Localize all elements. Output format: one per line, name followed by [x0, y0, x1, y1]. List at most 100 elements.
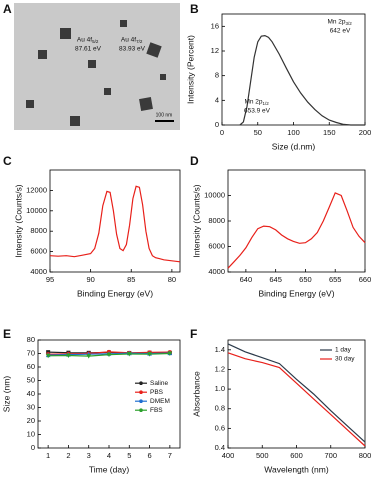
x-tick-label: 1 [46, 451, 50, 460]
series-line [227, 192, 366, 269]
y-tick-label: 6000 [30, 247, 47, 256]
y-tick-label: 20 [27, 416, 35, 425]
x-tick-label: 655 [329, 275, 342, 284]
x-tick-label: 0 [220, 128, 224, 137]
y-tick-label: 8000 [30, 226, 47, 235]
marker [46, 350, 51, 355]
y-tick-label: 10 [27, 429, 35, 438]
y-tick-label: 30 [27, 402, 35, 411]
x-tick-label: 600 [290, 451, 303, 460]
x-tick-label: 660 [359, 275, 372, 284]
y-axis-label: Absorbance [191, 371, 201, 417]
annotation: Mn 2p [327, 19, 345, 26]
x-tick-label: 4 [107, 451, 111, 460]
y-tick-label: 1.4 [215, 345, 225, 354]
y-tick-label: 50 [27, 375, 35, 384]
y-tick-label: 16 [211, 21, 219, 30]
x-tick-label: 640 [240, 275, 253, 284]
y-tick-label: 0 [31, 443, 35, 452]
x-tick-label: 3 [87, 451, 91, 460]
y-tick-label: 12000 [26, 185, 47, 194]
scale-label: 100 nm [156, 112, 173, 118]
x-tick-label: 7 [168, 451, 172, 460]
panel-label: F [190, 327, 197, 341]
x-axis-label: Size (d.nm) [272, 141, 316, 151]
plot-frame [49, 169, 181, 273]
legend-label: Saline [150, 380, 168, 387]
marker [106, 352, 112, 358]
panel-label: B [190, 2, 199, 16]
panel-label: C [3, 154, 12, 168]
x-tick-label: 100 [287, 128, 300, 137]
annotation: Au 4f [77, 37, 92, 44]
annotation-value: 642 eV [330, 28, 351, 35]
annotation-sub: 1/2 [263, 101, 270, 106]
particles [26, 20, 166, 126]
y-tick-label: 4 [215, 95, 219, 104]
marker [126, 352, 132, 357]
marker [86, 354, 92, 359]
annotation-sub: 3/2 [346, 21, 353, 26]
series-line [227, 352, 366, 447]
y-axis-label: Intensity (Counts/s) [191, 184, 201, 257]
y-axis-label: Intensity (Percent) [185, 35, 195, 104]
y-tick-label: 8000 [208, 216, 225, 225]
legend-marker [139, 399, 143, 404]
x-axis-label: Binding Energy (eV) [77, 288, 153, 298]
legend-label: DMEM [150, 398, 170, 405]
image-bg [14, 3, 180, 130]
legend-label: 1 day [335, 347, 352, 354]
annotation: Mn 2p [244, 99, 262, 106]
panel-label: D [190, 154, 199, 168]
x-tick-label: 80 [168, 275, 176, 284]
legend-marker [139, 381, 143, 386]
panel-label: E [3, 327, 11, 341]
y-tick-label: 12 [211, 46, 219, 55]
y-tick-label: 8 [215, 71, 219, 80]
y-tick-label: 0.4 [215, 443, 225, 452]
legend-label: FBS [150, 407, 163, 414]
y-tick-label: 10000 [26, 206, 47, 215]
x-tick-label: 85 [127, 275, 135, 284]
marker [167, 351, 173, 356]
marker [66, 353, 71, 359]
x-tick-label: 95 [46, 275, 54, 284]
y-tick-label: 60 [27, 362, 35, 371]
annotation-value: 653.9 eV [244, 108, 271, 115]
annotation: Au 4f [121, 37, 136, 44]
x-tick-label: 400 [222, 451, 235, 460]
x-tick-label: 645 [269, 275, 282, 284]
tem-image [14, 3, 180, 130]
x-tick-label: 650 [299, 275, 312, 284]
series-line [227, 343, 366, 443]
legend-marker [139, 390, 143, 395]
y-tick-label: 10000 [204, 190, 225, 199]
annotation-sub: 5/2 [92, 39, 99, 44]
annotation-sub: 7/2 [136, 39, 143, 44]
y-tick-label: 6000 [208, 241, 225, 250]
annotation-value: 83.93 eV [119, 46, 146, 53]
x-tick-label: 6 [147, 451, 151, 460]
y-tick-label: 0.8 [215, 404, 225, 413]
y-tick-label: 1.0 [215, 384, 225, 393]
y-tick-label: 0 [215, 120, 219, 129]
marker [147, 352, 152, 357]
y-tick-label: 80 [27, 335, 35, 344]
plot-frame [227, 169, 366, 273]
legend-label: 30 day [335, 356, 355, 363]
y-tick-label: 1.2 [215, 364, 225, 373]
x-tick-label: 500 [256, 451, 269, 460]
x-tick-label: 50 [254, 128, 262, 137]
y-axis-label: Size (nm) [1, 376, 11, 413]
legend-label: PBS [150, 389, 164, 396]
y-tick-label: 4000 [208, 267, 225, 276]
y-tick-label: 4000 [30, 267, 47, 276]
marker [45, 353, 51, 359]
x-axis-label: Time (day) [89, 464, 129, 474]
x-axis-label: Wavelength (nm) [264, 464, 329, 474]
x-tick-label: 700 [324, 451, 337, 460]
y-tick-label: 70 [27, 348, 35, 357]
panel-label: A [3, 2, 12, 16]
series-line [239, 34, 365, 126]
